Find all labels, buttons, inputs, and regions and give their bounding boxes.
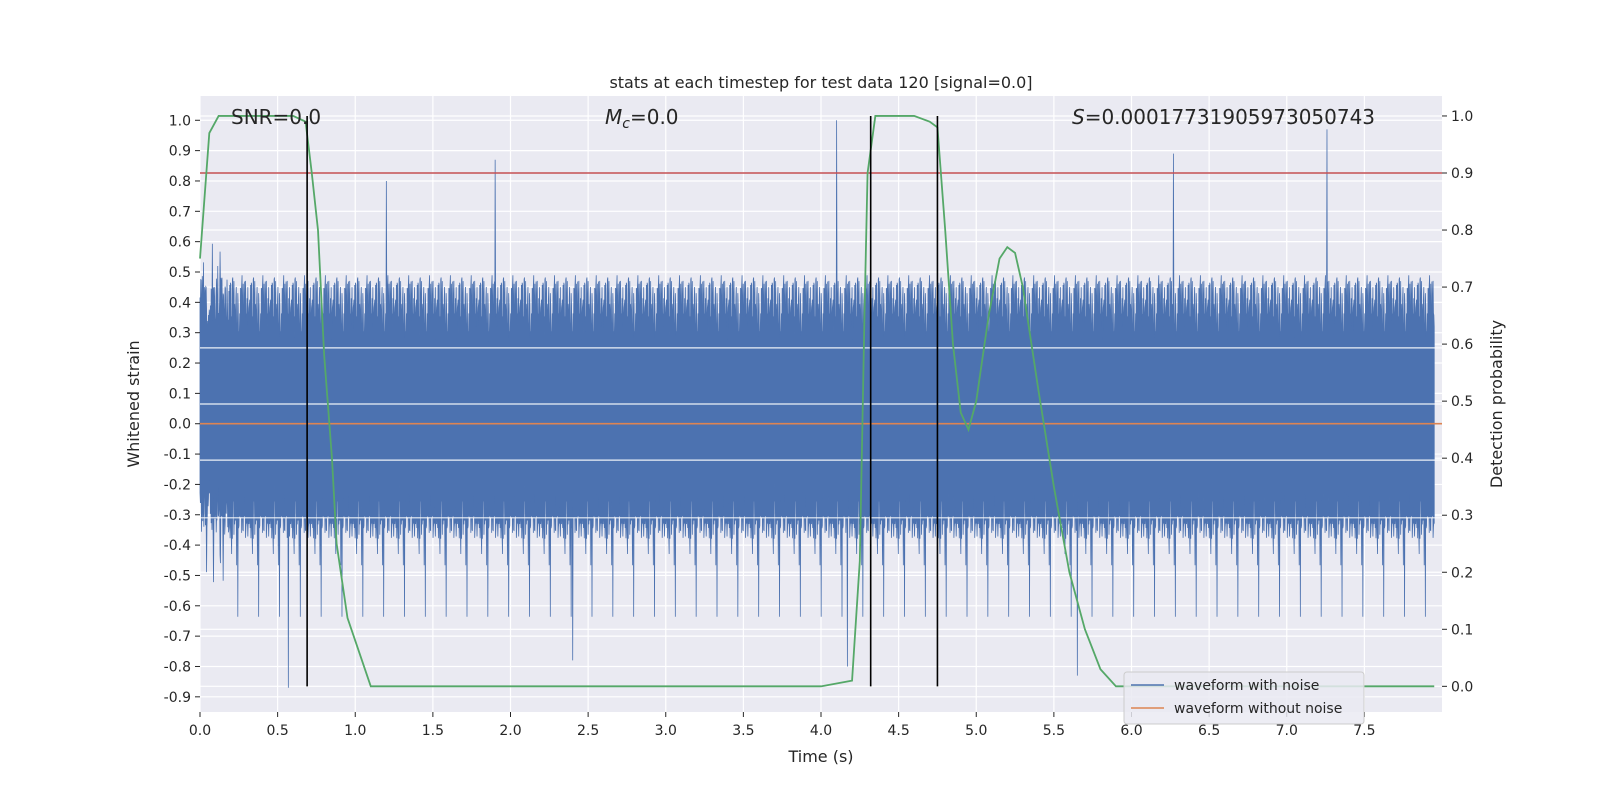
y-tick-label: 0.1 (169, 386, 191, 402)
y2-tick-label: 0.1 (1451, 622, 1473, 638)
x-tick-label: 2.5 (577, 723, 599, 739)
x-axis-label: Time (s) (787, 747, 853, 766)
y-tick-label: -0.8 (164, 659, 191, 675)
legend-label-clean: waveform without noise (1174, 701, 1342, 717)
data-layer (199, 115, 1442, 688)
y2-tick-label: 0.4 (1451, 451, 1473, 467)
y-tick-label: -0.1 (164, 447, 191, 463)
chirp-mass-symbol: M (605, 105, 622, 129)
y-tick-label: 0.0 (169, 417, 191, 433)
x-tick-label: 4.5 (887, 723, 909, 739)
y-axis-label: Whitened strain (124, 340, 143, 467)
x-tick-label: 5.5 (1043, 723, 1065, 739)
x-tick-label: 1.5 (422, 723, 444, 739)
x-tick-label: 4.0 (810, 723, 832, 739)
y-tick-label: -0.4 (164, 538, 191, 554)
y2-tick-label: 0.7 (1451, 280, 1473, 296)
y2-tick-label: 0.3 (1451, 508, 1473, 524)
x-tick-label: 0.5 (266, 723, 288, 739)
legend-label-noise: waveform with noise (1174, 678, 1319, 694)
y2-tick-label: 1.0 (1451, 109, 1473, 125)
y-tick-label: 0.3 (169, 326, 191, 342)
y2-tick-label: 0.8 (1451, 223, 1473, 239)
x-tick-label: 3.0 (655, 723, 677, 739)
y-tick-label: -0.9 (164, 690, 191, 706)
chart-title: stats at each timestep for test data 120… (609, 73, 1032, 92)
y-tick-label: -0.6 (164, 599, 191, 615)
y-tick-label: 0.9 (169, 144, 191, 160)
chirp-mass-value: =0.0 (630, 105, 679, 129)
x-tick-label: 7.5 (1353, 723, 1375, 739)
snr-annotation: SNR=0.0 (231, 105, 321, 129)
y-tick-label: -0.2 (164, 477, 191, 493)
y2-axis-label: Detection probability (1487, 320, 1506, 488)
s-annotation: S=0.00017731905973050743 (1072, 105, 1375, 129)
y-tick-label: -0.7 (164, 629, 191, 645)
y-tick-label: 0.5 (169, 265, 191, 281)
y-tick-label: -0.3 (164, 508, 191, 524)
y-tick-label: 0.4 (169, 295, 191, 311)
y-tick-label: -0.5 (164, 568, 191, 584)
x-tick-label: 0.0 (189, 723, 211, 739)
axis-layer: 0.0 0.5 1.0 1.5 2.0 2.5 3.0 3.5 4.0 4.5 5.0 5.5 6.0 6… (164, 109, 1474, 739)
legend-box (1123, 671, 1365, 725)
y-tick-label: 0.7 (169, 204, 191, 220)
y2-tick-label: 0.2 (1451, 565, 1473, 581)
s-symbol: S (1072, 105, 1085, 129)
x-tick-label: 5.0 (965, 723, 987, 739)
s-value: =0.00017731905973050743 (1085, 105, 1375, 129)
y-tick-label: 0.8 (169, 174, 191, 190)
y2-tick-label: 0.0 (1451, 679, 1473, 695)
y-tick-label: 1.0 (169, 113, 191, 129)
chirp-mass-subscript: c (622, 116, 630, 132)
x-tick-label: 3.5 (732, 723, 754, 739)
x-tick-label: 1.0 (344, 723, 366, 739)
x-tick-label: 6.5 (1198, 723, 1220, 739)
legend: waveform with noise waveform without noi… (1123, 671, 1365, 725)
x-tick-label: 2.0 (499, 723, 521, 739)
chirp-mass-annotation: Mc=0.0 (605, 105, 679, 132)
y-tick-label: 0.6 (169, 235, 191, 251)
y-tick-label: 0.2 (169, 356, 191, 372)
y2-tick-label: 0.6 (1451, 337, 1473, 353)
y2-tick-label: 0.9 (1451, 166, 1473, 182)
x-tick-label: 7.0 (1276, 723, 1298, 739)
x-tick-label: 6.0 (1120, 723, 1142, 739)
y2-tick-label: 0.5 (1451, 394, 1473, 410)
